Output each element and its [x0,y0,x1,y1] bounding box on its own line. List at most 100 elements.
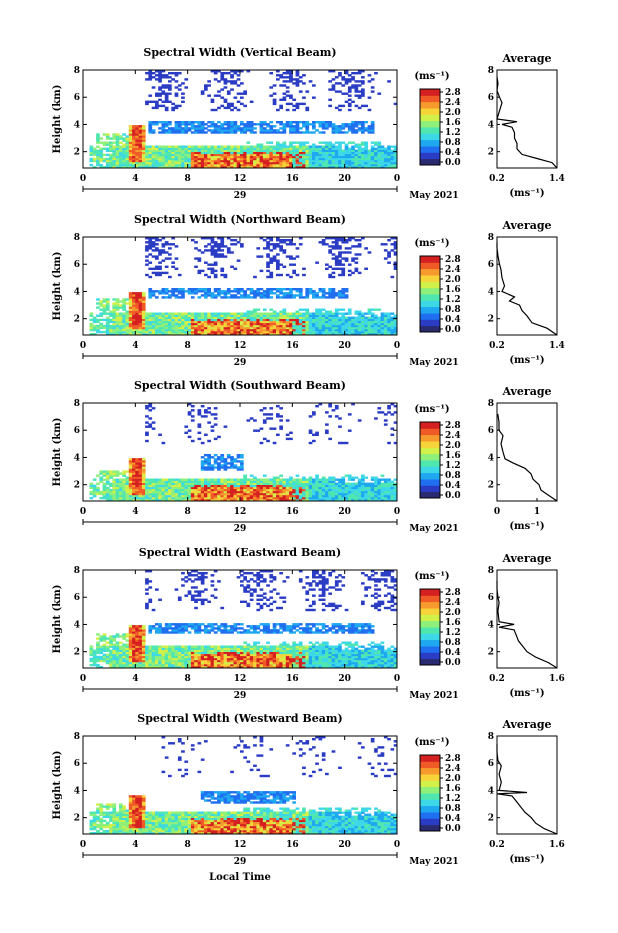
colorbar-segment [420,114,440,121]
heatmap-cell [122,304,126,306]
y-tick-label: 4 [74,453,80,463]
heatmap-cell [292,264,296,266]
heatmap-cell [263,290,267,292]
heatmap-cell [292,156,296,158]
heatmap-cell [122,323,126,325]
heatmap-cell [129,152,133,154]
heatmap-cell [292,479,296,481]
heatmap-cell [198,148,202,150]
heatmap-cell [371,90,375,92]
heatmap-cell [325,481,329,483]
heatmap-cell [207,456,211,458]
heatmap-cell [279,245,283,247]
heatmap-cell [269,274,273,276]
heatmap-cell [158,105,162,107]
heatmap-cell [243,131,247,133]
heatmap-cell [171,262,175,264]
heatmap-cell [129,131,133,133]
heatmap-cell [158,495,162,497]
heatmap-cell [129,162,133,164]
heatmap-cell [181,479,185,481]
heatmap-cell [325,311,329,313]
heatmap-cell [116,319,120,321]
heatmap-cell [348,329,352,331]
heatmap-cell [214,423,218,425]
heatmap-cell [145,241,149,243]
heatmap-cell [135,156,139,158]
heatmap-cell [194,156,198,158]
heatmap-cell [338,329,342,331]
heatmap-cell [368,319,372,321]
heatmap-cell [289,255,293,257]
heatmap-cell [374,481,378,483]
heatmap-cell [211,479,215,481]
heatmap-cell [158,251,162,253]
heatmap-cell [361,88,365,90]
heatmap-cell [260,313,264,315]
heatmap-cell [122,489,126,491]
heatmap-cell [155,313,159,315]
heatmap-cell [338,131,342,133]
heatmap-cell [348,99,352,101]
heatmap-cell [224,426,228,428]
heatmap-cell [283,292,287,294]
heatmap-cell [269,489,273,491]
heatmap-cell [96,325,100,327]
heatmap-cell [155,78,159,80]
heatmap-cell [116,495,120,497]
heatmap-cell [338,109,342,111]
heatmap-cell [368,495,372,497]
heatmap-cell [377,411,381,413]
heatmap-cell [260,323,264,325]
heatmap-cell [165,489,169,491]
heatmap-cell [391,156,395,158]
heatmap-cell [96,162,100,164]
heatmap-cell [286,274,290,276]
heatmap-cell [162,162,166,164]
heatmap-cell [191,419,195,421]
heatmap-cell [377,156,381,158]
heatmap-cell [296,274,300,276]
heatmap-cell [341,495,345,497]
heatmap-cell [387,407,391,409]
heatmap-cell [309,123,313,125]
heatmap-cell [305,148,309,150]
heatmap-cell [171,288,175,290]
heatmap-cell [184,315,188,317]
heatmap-cell [230,131,234,133]
heatmap-cell [207,264,211,266]
heatmap-cell [234,489,238,491]
heatmap-cell [302,485,306,487]
heatmap-cell [368,152,372,154]
heatmap-cell [234,315,238,317]
heatmap-cell [135,315,139,317]
heatmap-cell [319,481,323,483]
heatmap-cell [129,294,133,296]
heatmap-cell [387,319,391,321]
heatmap-cell [90,313,94,315]
heatmap-cell [319,288,323,290]
heatmap-cell [142,127,146,129]
heatmap-cell [171,152,175,154]
heatmap-cell [345,131,349,133]
heatmap-cell [341,105,345,107]
heatmap-cell [341,315,345,317]
heatmap-cell [194,131,198,133]
heatmap-cell [129,464,133,466]
heatmap-cell [171,107,175,109]
heatmap-cell [283,72,287,74]
heatmap-cell [234,460,238,462]
heatmap-cell [322,152,326,154]
heatmap-cell [371,489,375,491]
heatmap-cell [355,253,359,255]
avg-y-tick-label: 2 [488,148,494,158]
heatmap-cell [230,323,234,325]
heatmap-cell [194,146,198,148]
heatmap-cell [364,121,368,123]
heatmap-cell [90,315,94,317]
heatmap-cell [374,156,378,158]
heatmap-cell [266,148,270,150]
heatmap-cell [263,156,267,158]
heatmap-cell [234,162,238,164]
